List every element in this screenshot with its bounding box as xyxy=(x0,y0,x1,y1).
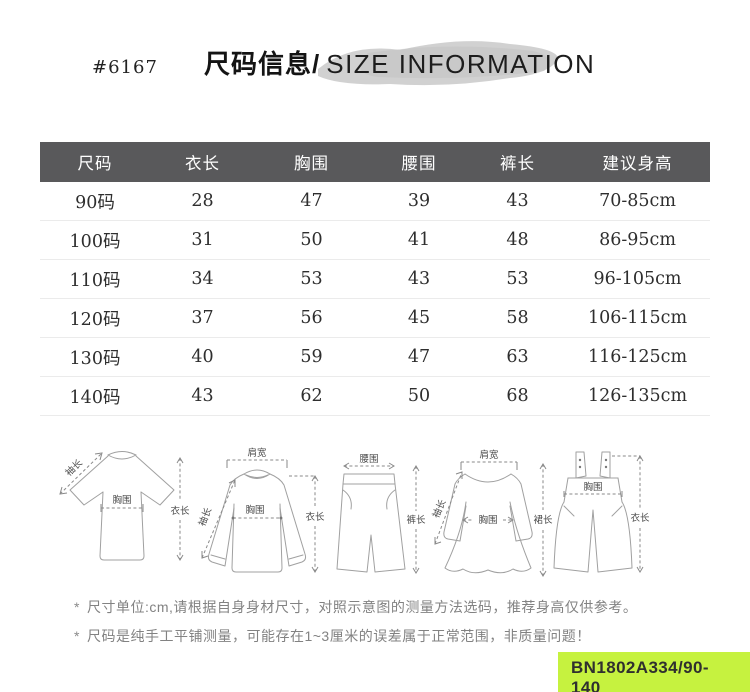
dim-label-waist: 腰围 xyxy=(359,454,378,465)
table-row: 130码 40 59 47 63 116-125cm xyxy=(40,337,710,377)
dim-label-skirt-length: 裙长 xyxy=(533,514,553,526)
cell: 100码 xyxy=(40,220,150,260)
cell: 53 xyxy=(255,259,368,299)
cell: 45 xyxy=(368,298,470,338)
page-title-cn: 尺码信息/ xyxy=(204,49,321,79)
longsleeve-diagram: 肩宽 胸围 袖长 衣长 xyxy=(196,447,325,580)
col-header-height: 建议身高 xyxy=(565,142,710,182)
dim-label-length: 裤长 xyxy=(406,514,426,526)
cell: 47 xyxy=(368,337,470,377)
cell: 90码 xyxy=(40,182,150,221)
col-header-waist: 腰围 xyxy=(368,142,470,182)
footnote-text: 尺码是纯手工平铺测量，可能存在1~3厘米的误差属于正常范围，非质量问题！ xyxy=(86,628,591,644)
cell: 130码 xyxy=(40,337,150,377)
cell: 56 xyxy=(255,298,368,338)
cell: 58 xyxy=(470,298,565,338)
note-star-icon: * xyxy=(74,628,80,644)
footnote-line: * 尺寸单位:cm,请根据自身身材尺寸，对照示意图的测量方法选码，推荐身高仅供参考… xyxy=(74,593,637,622)
dim-label-chest: 胸围 xyxy=(112,494,131,506)
cell: 50 xyxy=(368,376,470,416)
cell: 110码 xyxy=(40,259,150,299)
dim-label-sleeve: 袖长 xyxy=(63,457,85,479)
cell: 116-125cm xyxy=(565,337,710,377)
col-header-size: 尺码 xyxy=(40,142,150,182)
table-row: 140码 43 62 50 68 126-135cm xyxy=(40,376,710,416)
cell: 68 xyxy=(470,376,565,416)
note-star-icon: * xyxy=(74,599,80,615)
cell: 41 xyxy=(368,220,470,260)
cell: 120码 xyxy=(40,298,150,338)
cell: 39 xyxy=(368,182,470,221)
overalls-diagram: 胸围 衣长 xyxy=(552,448,650,582)
page-title-en: SIZE INFORMATION xyxy=(326,49,596,79)
shorts-diagram: 腰围 裤长 xyxy=(336,454,426,581)
cell: 140码 xyxy=(40,376,150,416)
cell: 59 xyxy=(255,337,368,377)
dim-label-chest: 胸围 xyxy=(583,481,602,493)
dress-diagram: 肩宽 胸围 袖长 裙长 xyxy=(430,449,553,582)
cell: 126-135cm xyxy=(565,376,710,416)
cell: 31 xyxy=(150,220,255,260)
size-table-header-row: 尺码 衣长 胸围 腰围 裤长 建议身高 xyxy=(40,142,710,182)
cell: 96-105cm xyxy=(565,259,710,299)
style-number-badge: BN1802A334/90-140 xyxy=(558,652,750,692)
cell: 43 xyxy=(150,376,255,416)
cell: 70-85cm xyxy=(565,182,710,221)
size-table: 尺码 衣长 胸围 腰围 裤长 建议身高 90码 28 47 39 43 70-8… xyxy=(40,142,710,416)
cell: 48 xyxy=(470,220,565,260)
footnotes: * 尺寸单位:cm,请根据自身身材尺寸，对照示意图的测量方法选码，推荐身高仅供参考… xyxy=(74,593,637,651)
cell: 47 xyxy=(255,182,368,221)
product-sku: #6167 xyxy=(92,57,158,78)
dim-label-sleeve: 袖长 xyxy=(430,497,449,520)
page-title: 尺码信息/SIZE INFORMATION xyxy=(204,44,595,81)
footnote-line: * 尺码是纯手工平铺测量，可能存在1~3厘米的误差属于正常范围，非质量问题！ xyxy=(74,622,637,651)
table-row: 120码 37 56 45 58 106-115cm xyxy=(40,298,710,338)
cell: 28 xyxy=(150,182,255,221)
dim-label-length: 衣长 xyxy=(170,505,190,517)
cell: 106-115cm xyxy=(565,298,710,338)
dim-label-shoulder: 肩宽 xyxy=(247,447,267,459)
tshirt-diagram: 胸围 袖长 衣长 xyxy=(56,446,190,576)
dim-label-sleeve: 袖长 xyxy=(196,505,214,528)
dim-label-chest: 胸围 xyxy=(245,504,264,516)
table-row: 100码 31 50 41 48 86-95cm xyxy=(40,220,710,260)
table-row: 110码 34 53 43 53 96-105cm xyxy=(40,259,710,299)
cell: 40 xyxy=(150,337,255,377)
cell: 63 xyxy=(470,337,565,377)
dim-label-shoulder: 肩宽 xyxy=(479,449,499,461)
dim-label-length: 衣长 xyxy=(630,512,650,524)
cell: 43 xyxy=(470,182,565,221)
cell: 50 xyxy=(255,220,368,260)
col-header-chest: 胸围 xyxy=(255,142,368,182)
cell: 86-95cm xyxy=(565,220,710,260)
cell: 53 xyxy=(470,259,565,299)
table-row: 90码 28 47 39 43 70-85cm xyxy=(40,182,710,221)
col-header-length: 衣长 xyxy=(150,142,255,182)
cell: 34 xyxy=(150,259,255,299)
cell: 43 xyxy=(368,259,470,299)
brush-stroke-decoration xyxy=(318,41,558,86)
cell: 37 xyxy=(150,298,255,338)
col-header-pants: 裤长 xyxy=(470,142,565,182)
dim-label-length: 衣长 xyxy=(305,511,325,523)
dim-label-chest: 胸围 xyxy=(478,514,497,526)
cell: 62 xyxy=(255,376,368,416)
footnote-text: 尺寸单位:cm,请根据自身身材尺寸，对照示意图的测量方法选码，推荐身高仅供参考。 xyxy=(86,599,638,615)
